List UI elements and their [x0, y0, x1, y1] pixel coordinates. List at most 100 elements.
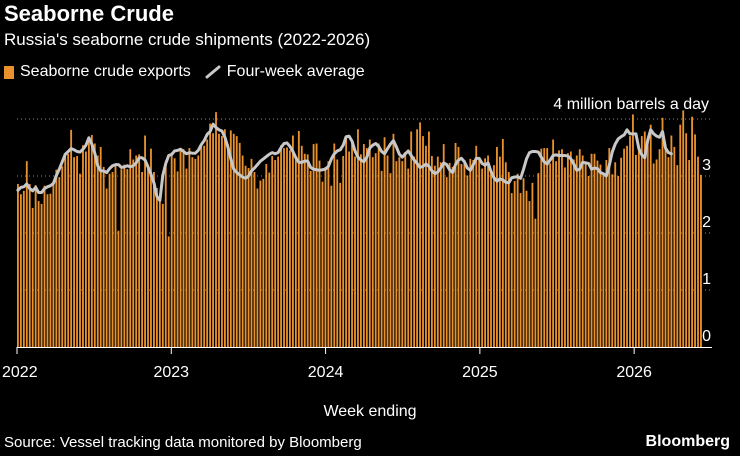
x-tick-label: 2023	[153, 364, 189, 381]
bar	[360, 154, 362, 347]
bar	[73, 157, 76, 347]
bar	[330, 185, 333, 347]
bar	[682, 110, 685, 347]
average-line	[16, 122, 673, 203]
bar	[147, 168, 149, 347]
x-tick-label: 2022	[2, 364, 38, 381]
bar	[442, 144, 445, 347]
x-axis-label: Week ending	[323, 403, 416, 420]
bar	[629, 136, 631, 347]
bar	[472, 160, 475, 347]
bar	[433, 165, 436, 347]
bar	[256, 188, 259, 347]
bar	[649, 124, 652, 347]
bar	[637, 147, 640, 347]
bar	[176, 171, 179, 347]
bar	[336, 159, 339, 347]
bar	[170, 153, 173, 347]
bar	[271, 156, 274, 347]
bar	[229, 130, 232, 347]
bar	[277, 156, 280, 347]
bar	[620, 157, 623, 347]
bar	[617, 176, 620, 347]
bar	[584, 163, 587, 347]
bar	[534, 218, 537, 347]
bar	[312, 144, 315, 347]
bar	[70, 129, 73, 347]
bar	[108, 173, 111, 347]
bar	[247, 168, 250, 347]
x-tick-label: 2024	[308, 364, 344, 381]
bar	[318, 160, 321, 347]
bar	[383, 137, 386, 347]
bar	[179, 150, 182, 347]
bar	[368, 139, 371, 347]
bar	[31, 207, 34, 347]
chart-title: Seaborne Crude	[4, 1, 174, 26]
bar	[215, 112, 217, 347]
legend-item-exports: Seaborne crude exports	[4, 63, 191, 81]
bar	[646, 145, 649, 347]
y-tick-label: 3	[702, 157, 711, 174]
bar	[129, 149, 132, 347]
bar	[566, 153, 569, 347]
bar	[670, 135, 673, 347]
bar	[153, 172, 155, 347]
bar	[203, 145, 206, 347]
legend-label-average: Four-week average	[226, 63, 365, 80]
bar	[525, 190, 528, 347]
bar	[185, 168, 188, 347]
legend-item-average: Four-week average	[205, 63, 365, 81]
bar	[496, 146, 498, 347]
bar	[540, 148, 543, 347]
bar	[498, 156, 501, 347]
bar	[218, 133, 220, 347]
bar-swatch-icon	[4, 65, 14, 79]
bar	[34, 185, 37, 347]
bar	[244, 165, 247, 347]
bar	[697, 156, 699, 347]
y-tick-label: 2	[702, 214, 711, 231]
bar	[250, 158, 253, 347]
bar	[265, 164, 268, 347]
bar	[58, 177, 61, 347]
bar	[117, 230, 120, 347]
bar	[40, 203, 43, 347]
bar	[454, 142, 457, 347]
bar	[150, 148, 152, 347]
bar	[487, 155, 489, 347]
bar	[643, 131, 646, 347]
bar	[99, 146, 102, 347]
legend: Seaborne crude exports Four-week average	[4, 63, 379, 81]
bar	[371, 157, 374, 347]
bar	[294, 156, 297, 347]
bar	[167, 236, 170, 347]
line-swatch-icon	[205, 65, 221, 79]
bar	[161, 203, 164, 347]
bar	[315, 143, 318, 347]
bar	[241, 155, 244, 347]
bar	[543, 148, 546, 347]
bar	[596, 160, 599, 347]
bar	[608, 148, 611, 347]
bar	[572, 159, 575, 347]
bar	[416, 129, 419, 347]
bar	[155, 187, 158, 347]
bar	[652, 163, 655, 347]
bar	[188, 148, 191, 347]
bar	[469, 158, 472, 347]
bar	[221, 136, 223, 347]
bar	[235, 136, 238, 347]
bar	[484, 158, 487, 347]
bar	[96, 155, 99, 347]
chart-subtitle: Russia's seaborne crude shipments (2022-…	[4, 30, 371, 49]
bar	[200, 146, 203, 347]
bar	[386, 155, 389, 347]
bar	[79, 173, 81, 347]
bar	[478, 159, 481, 347]
bar	[531, 182, 534, 347]
bar	[490, 172, 492, 347]
bar	[132, 159, 135, 347]
bar	[392, 133, 395, 347]
bar	[519, 193, 522, 347]
